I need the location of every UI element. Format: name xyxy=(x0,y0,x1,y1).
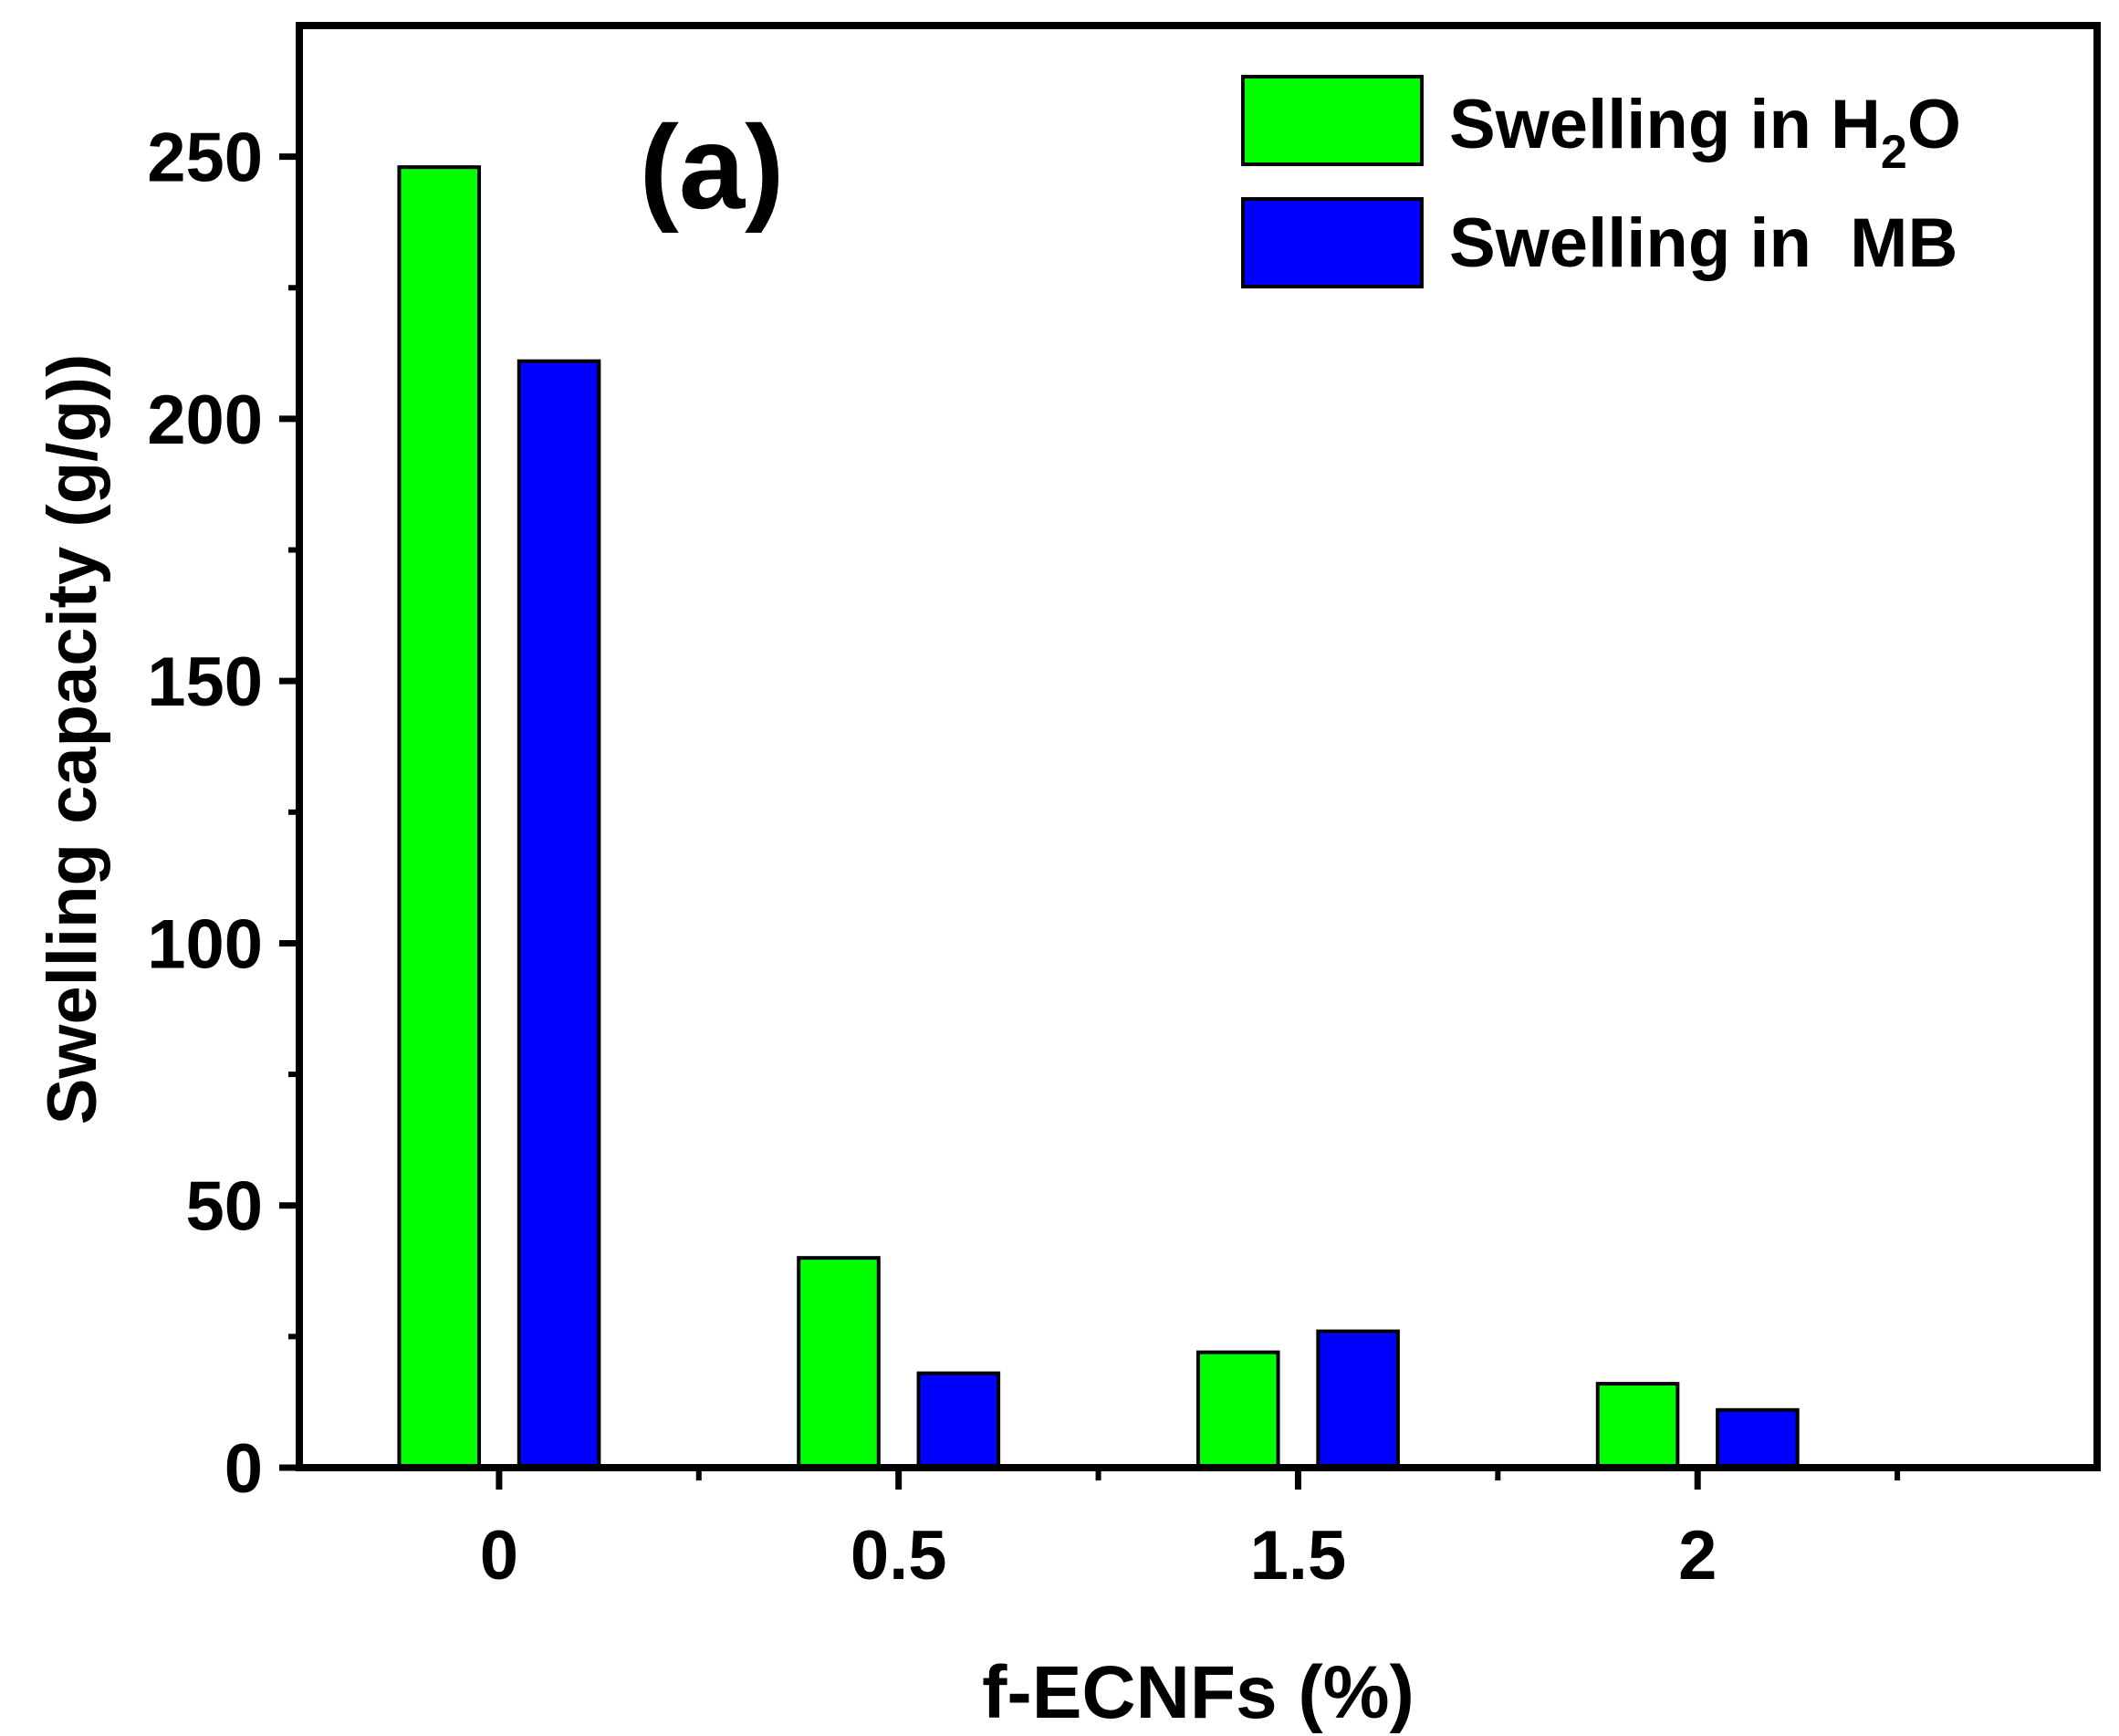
y-axis: 0 50 100 150 200 250 xyxy=(147,120,299,1508)
x-axis-label: f-ECNFs (%) xyxy=(982,1651,1414,1734)
legend-label-h2o: Swelling in H2O xyxy=(1449,86,1961,179)
legend-label-h2o-base: Swelling in H xyxy=(1449,86,1881,163)
bar-h2o-1 xyxy=(797,1256,881,1469)
bar-mb-2 xyxy=(1316,1329,1400,1469)
bars-layer xyxy=(397,165,1800,1470)
y-tick-label: 0 xyxy=(224,1430,263,1508)
x-tick-label: 0.5 xyxy=(851,1517,947,1595)
x-tick-label: 2 xyxy=(1678,1517,1717,1595)
x-tick-label: 1.5 xyxy=(1250,1517,1347,1595)
bar-mb-1 xyxy=(916,1371,1001,1469)
legend-swatch-h2o xyxy=(1241,75,1424,166)
plot-frame xyxy=(296,22,2101,1471)
y-axis-label: Swelling capacity (g/g)) xyxy=(34,354,111,1125)
legend-label-h2o-sub: 2 xyxy=(1881,126,1907,179)
y-tick-label: 100 xyxy=(147,905,263,983)
legend: Swelling in H2O Swelling in MB xyxy=(1241,75,1961,288)
legend-swatch-mb xyxy=(1241,197,1424,288)
y-tick-label: 150 xyxy=(147,643,263,721)
y-tick-label: 200 xyxy=(147,382,263,459)
x-tick-label: 0 xyxy=(480,1517,518,1595)
bar-mb-0 xyxy=(517,359,601,1469)
panel-annotation: (a) xyxy=(640,100,785,234)
bar-h2o-3 xyxy=(1595,1382,1680,1470)
x-axis: 0 0.5 1.5 2 xyxy=(480,1468,1901,1595)
bar-mb-3 xyxy=(1716,1407,1800,1470)
legend-label-h2o-tail: O xyxy=(1907,86,1961,163)
bar-h2o-0 xyxy=(397,165,482,1469)
y-tick-label: 50 xyxy=(185,1168,263,1246)
bar-h2o-2 xyxy=(1196,1350,1280,1469)
legend-label-mb: Swelling in MB xyxy=(1449,204,1957,282)
y-tick-label: 250 xyxy=(147,120,263,197)
